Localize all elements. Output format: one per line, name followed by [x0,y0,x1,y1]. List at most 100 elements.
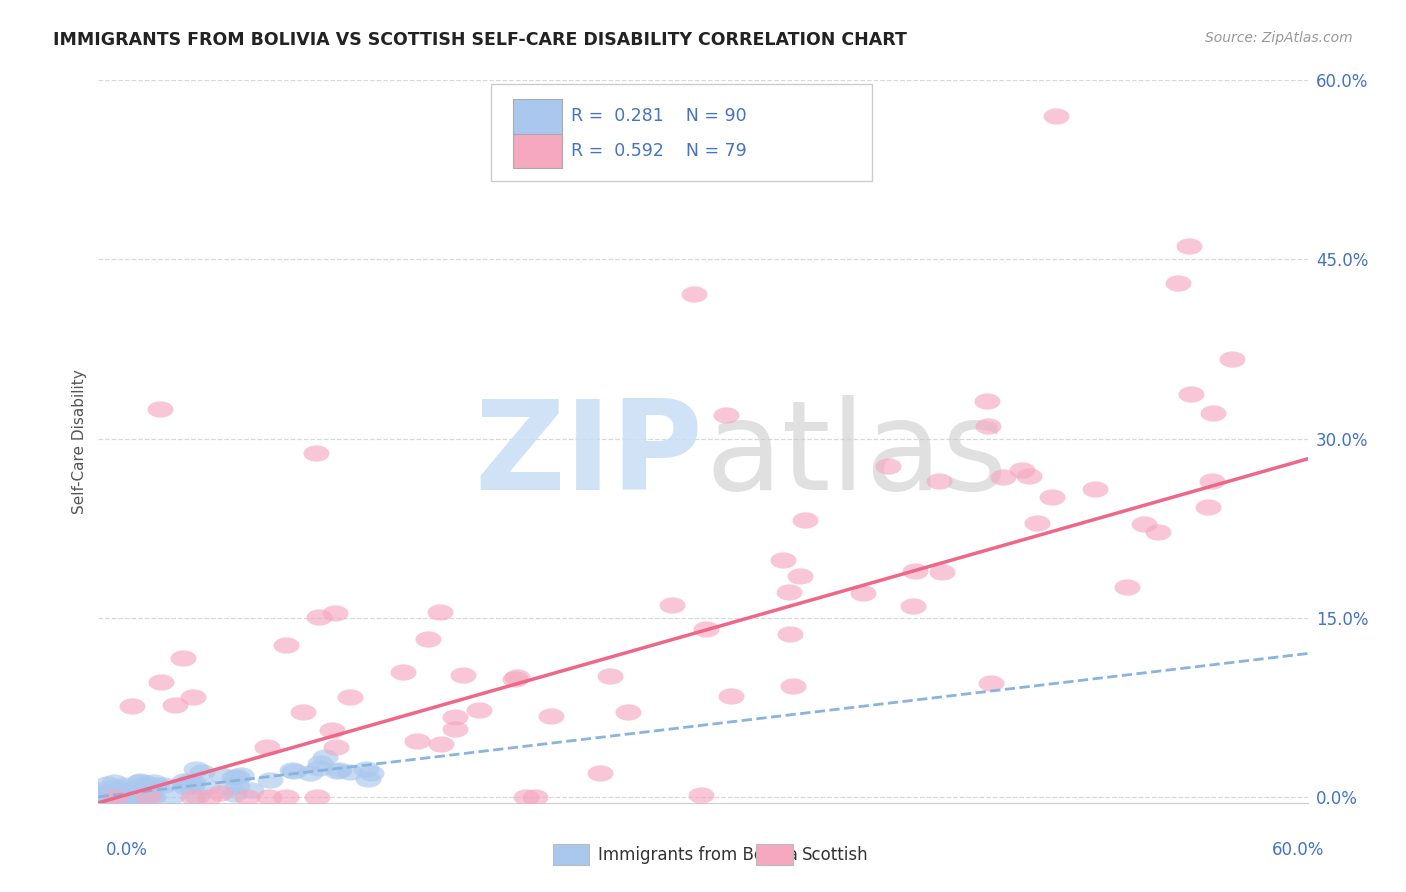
Point [259,773,281,788]
Point [107,789,129,804]
Point [392,665,415,680]
Point [134,783,156,797]
Point [94,785,117,799]
Point [453,668,475,682]
Point [208,786,231,800]
Point [100,789,122,803]
Point [1201,475,1223,489]
Point [134,778,156,792]
Point [779,627,801,641]
Point [291,706,314,720]
Point [1180,387,1202,401]
Point [326,764,349,778]
Point [110,789,132,804]
FancyBboxPatch shape [513,134,561,169]
Point [852,586,875,600]
Point [1045,109,1067,123]
Point [128,775,150,789]
Point [107,785,129,799]
Point [96,776,118,790]
Point [90,785,112,799]
Point [111,785,134,799]
Point [115,789,138,804]
Point [103,775,125,789]
Point [430,737,453,751]
Text: R =  0.592    N = 79: R = 0.592 N = 79 [571,142,747,160]
Point [224,787,246,801]
Point [695,622,717,636]
Point [191,765,214,780]
Point [903,599,925,614]
FancyBboxPatch shape [513,99,561,134]
Point [904,564,927,578]
Point [283,764,305,778]
Point [339,764,361,779]
Point [1133,516,1156,531]
Point [444,722,467,736]
Point [90,789,112,804]
Point [162,789,184,803]
Point [118,786,141,800]
Point [540,709,562,723]
Point [1026,516,1049,531]
Text: R =  0.281    N = 90: R = 0.281 N = 90 [571,107,747,126]
Point [1011,462,1033,476]
Point [134,789,156,804]
Point [209,768,232,782]
Point [104,789,127,804]
Point [794,513,817,527]
Point [339,690,361,704]
Point [720,689,742,703]
Point [104,784,127,798]
Point [314,749,336,764]
Point [110,786,132,800]
Point [1147,524,1170,539]
Point [142,774,165,789]
Point [110,788,132,802]
Point [977,419,1000,434]
Point [172,651,194,665]
Point [229,768,252,782]
Point [135,776,157,790]
Point [179,773,201,788]
Point [121,789,143,803]
Point [112,778,135,792]
Text: atlas: atlas [706,395,1008,516]
Point [276,638,298,652]
Point [183,789,205,804]
Point [114,789,136,804]
Point [406,734,429,748]
Point [114,783,136,797]
Point [121,698,143,713]
Point [523,789,546,804]
Point [89,783,111,797]
Text: Immigrants from Bolivia: Immigrants from Bolivia [598,846,797,863]
Point [991,470,1014,484]
Point [141,789,163,804]
Point [181,775,204,789]
Point [661,598,683,612]
Point [931,565,953,579]
Point [1116,580,1139,594]
Point [299,766,322,780]
Point [184,762,207,776]
Point [976,394,998,409]
Point [111,789,134,804]
Point [354,762,377,776]
Point [225,771,247,785]
Point [150,675,173,690]
Point [1167,276,1189,290]
Point [112,789,135,803]
Point [111,789,134,804]
Point [93,789,115,804]
Point [778,584,800,599]
Point [304,446,326,460]
Point [328,763,350,777]
Point [117,783,139,797]
Point [589,765,612,780]
Point [1178,239,1201,253]
Point [360,766,382,780]
Point [1197,500,1219,514]
Point [108,782,131,797]
Point [174,777,197,791]
